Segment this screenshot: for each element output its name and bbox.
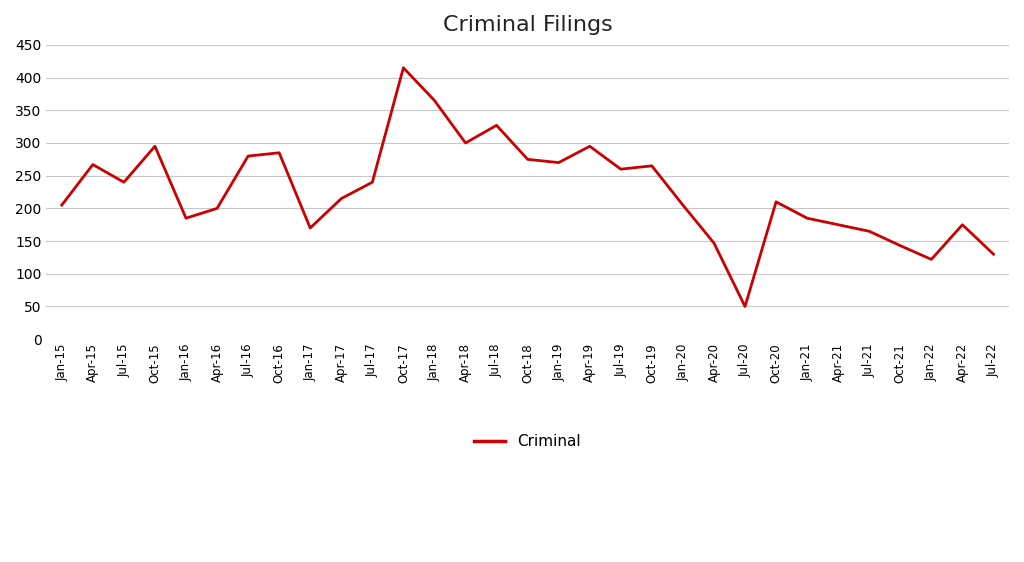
Criminal	[926, 256, 938, 263]
Criminal	[397, 65, 410, 71]
Criminal	[770, 198, 782, 205]
Criminal	[739, 303, 752, 310]
Criminal	[211, 205, 223, 212]
Criminal	[180, 215, 193, 221]
Criminal	[521, 156, 534, 163]
Criminal	[677, 202, 689, 209]
Criminal	[987, 251, 999, 257]
Criminal	[242, 153, 254, 160]
Criminal	[304, 225, 316, 232]
Criminal	[148, 143, 161, 149]
Criminal	[801, 215, 813, 221]
Criminal	[55, 202, 68, 209]
Line: Criminal: Criminal	[61, 68, 993, 306]
Criminal	[553, 159, 565, 166]
Criminal	[708, 239, 720, 246]
Criminal	[490, 122, 503, 129]
Criminal	[894, 242, 906, 249]
Criminal	[646, 162, 658, 169]
Criminal	[118, 179, 130, 185]
Criminal	[460, 139, 472, 146]
Legend: Criminal: Criminal	[468, 428, 587, 455]
Criminal	[863, 228, 876, 235]
Criminal	[584, 143, 596, 149]
Title: Criminal Filings: Criminal Filings	[442, 15, 612, 35]
Criminal	[367, 179, 379, 185]
Criminal	[335, 195, 347, 202]
Criminal	[614, 166, 627, 173]
Criminal	[87, 161, 99, 168]
Criminal	[956, 221, 969, 228]
Criminal	[428, 97, 440, 104]
Criminal	[273, 149, 286, 156]
Criminal	[833, 221, 845, 228]
